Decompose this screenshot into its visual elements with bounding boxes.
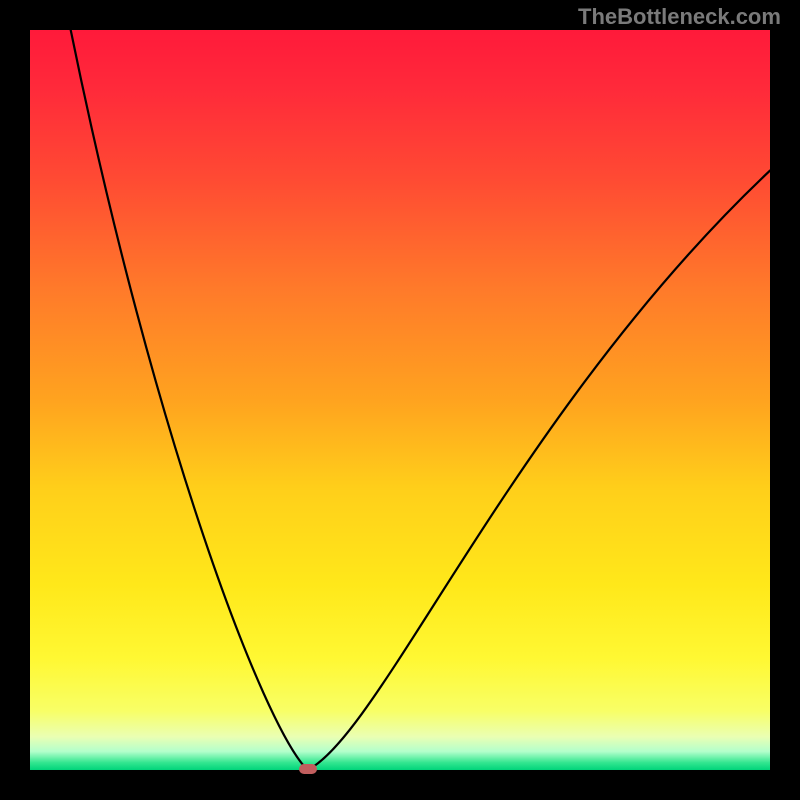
watermark-text: TheBottleneck.com bbox=[578, 4, 781, 30]
minimum-marker bbox=[299, 764, 317, 774]
bottleneck-curve bbox=[71, 30, 770, 770]
plot-area bbox=[30, 30, 770, 770]
curve-layer bbox=[30, 30, 770, 770]
chart-container: TheBottleneck.com bbox=[0, 0, 800, 800]
